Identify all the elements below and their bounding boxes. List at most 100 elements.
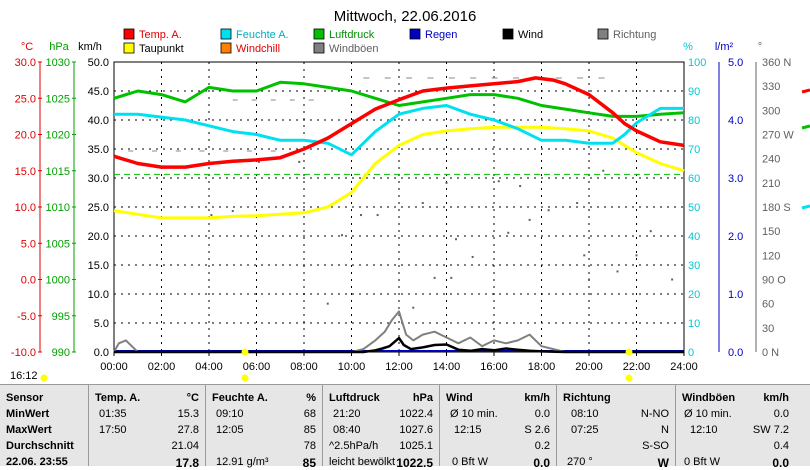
- direction-dot: [602, 169, 605, 172]
- y-tick-label: 50.0: [88, 57, 109, 69]
- direction-dot: [360, 214, 362, 217]
- legend-swatch: [220, 42, 232, 54]
- legend-label: Regen: [425, 29, 457, 41]
- axis-unit-label: l/m²: [715, 41, 734, 53]
- y-tick-label: 210: [762, 178, 780, 190]
- row-label-min: MinWert: [6, 408, 50, 420]
- hum-avg-value: 78: [303, 440, 316, 452]
- direction-dot: [519, 185, 522, 188]
- y-tick-label: 30.0: [88, 173, 109, 185]
- x-tick-label: 04:00: [195, 361, 223, 373]
- chart-title: Mittwoch, 22.06.2016: [334, 8, 477, 25]
- direction-dot: [450, 276, 453, 279]
- press-current-value: 1022.5: [396, 456, 433, 470]
- y-tick-label: 20: [688, 289, 700, 301]
- y-tick-label: 30: [688, 260, 700, 272]
- x-tick-label: 18:00: [528, 361, 556, 373]
- table-column-sensor: Sensor MinWert MaxWert Durchschnitt 22.0…: [0, 385, 89, 468]
- header-pressure: Luftdruck: [329, 392, 380, 404]
- y-tick-label: 1010: [46, 202, 70, 214]
- direction-dot: [547, 209, 550, 212]
- sun-marker: [625, 374, 633, 382]
- header-wind: Wind: [446, 392, 473, 404]
- forecast-text: leicht bewölkt: [329, 456, 396, 468]
- unit-temp: °C: [186, 392, 199, 404]
- y-tick-label: 240: [762, 154, 780, 166]
- legend-swatch: [597, 28, 609, 40]
- wind-current-value: 0.0: [533, 456, 550, 470]
- wind-max-time: 12:15: [454, 424, 482, 436]
- legend-label: Taupunkt: [139, 43, 184, 55]
- legend-label: Feuchte A.: [236, 29, 289, 41]
- y-tick-label: 0.0: [94, 347, 109, 359]
- direction-dot: [455, 238, 457, 241]
- temp-current-value: 17.8: [175, 456, 199, 470]
- y-tick-label: 4.0: [728, 115, 743, 127]
- y-tick-label: 5.0: [21, 238, 36, 250]
- legend-swatch: [220, 28, 232, 40]
- dir-current-value: W: [657, 456, 669, 470]
- y-tick-label: 15.0: [88, 260, 109, 272]
- direction-dot: [421, 201, 424, 204]
- x-tick-label: 00:00: [100, 361, 128, 373]
- press-avg-value: 1025.1: [399, 440, 433, 452]
- y-tick-label: 20.0: [15, 130, 36, 142]
- direction-dot: [471, 255, 474, 258]
- legend-label: Windchill: [236, 43, 280, 55]
- gust-beaufort: 0 Bft W: [684, 456, 721, 468]
- axis-unit-label: °: [758, 41, 762, 53]
- direction-dot: [376, 214, 379, 217]
- direction-dot: [433, 276, 436, 279]
- edge-marker-temp: [801, 88, 810, 94]
- y-tick-label: 15.0: [15, 166, 36, 178]
- y-tick-label: 80: [688, 115, 700, 127]
- x-tick-label: 16:00: [480, 361, 508, 373]
- temp-avg-value: 21.04: [171, 440, 199, 452]
- direction-dot: [635, 254, 638, 257]
- direction-dot: [412, 306, 415, 309]
- direction-dot: [257, 160, 260, 163]
- temp-min-value: 15.3: [177, 408, 199, 420]
- y-tick-label: -5.0: [17, 311, 36, 323]
- dir-max-value: N: [661, 424, 669, 436]
- gust-min-value: 0.0: [773, 408, 789, 420]
- gust-current-value: 0.0: [772, 456, 789, 470]
- y-tick-label: 1000: [46, 275, 70, 287]
- series-line-feuchte-a-: [114, 104, 684, 157]
- table-column-gust: Windböen km/h Ø 10 min. 0.0 12:10 SW 7.2…: [676, 385, 809, 470]
- direction-dot: [583, 254, 586, 257]
- hum-min-value: 68: [303, 408, 316, 420]
- y-tick-label: -10.0: [11, 347, 36, 359]
- axis-unit-label: %: [683, 41, 693, 53]
- press-max-time: 08:40: [333, 424, 361, 436]
- x-tick-label: 08:00: [290, 361, 318, 373]
- legend-swatch: [409, 28, 421, 40]
- y-tick-label: 0.0: [728, 347, 743, 359]
- y-tick-label: 1015: [46, 166, 70, 178]
- table-column-direction: Richtung 08:10 N-NO 07:25 N S-SO 270 ° W: [557, 385, 676, 470]
- press-max-value: 1027.6: [399, 424, 433, 436]
- y-tick-label: 90: [688, 86, 700, 98]
- y-tick-label: 5.0: [94, 318, 109, 330]
- legend-swatch: [502, 28, 514, 40]
- unit-gust: km/h: [763, 392, 789, 404]
- hum-max-value: 85: [303, 424, 316, 436]
- direction-dot: [497, 180, 500, 183]
- y-tick-label: 1025: [46, 93, 70, 105]
- gust-min-label: Ø 10 min.: [684, 408, 732, 420]
- y-tick-label: 1030: [46, 57, 70, 69]
- weather-chart: Mittwoch, 22.06.2016 Temp. A. Feuchte A. Lu…: [11, 8, 810, 382]
- y-tick-label: 2.0: [728, 231, 743, 243]
- temp-max-time: 17:50: [99, 424, 127, 436]
- y-tick-label: 330: [762, 81, 780, 93]
- header-humidity: Feuchte A.: [212, 392, 268, 404]
- direction-dot: [341, 234, 343, 237]
- series-line-taupunkt: [113, 125, 685, 220]
- y-tick-label: 60: [688, 173, 700, 185]
- direction-dot: [445, 181, 448, 184]
- axis-unit-label: hPa: [49, 41, 69, 53]
- legend-label: Windböen: [329, 43, 379, 55]
- y-tick-label: 10: [688, 318, 700, 330]
- table-column-temp: Temp. A. °C 01:35 15.3 17:50 27.8 21.04 …: [89, 385, 206, 470]
- direction-dot: [588, 278, 590, 281]
